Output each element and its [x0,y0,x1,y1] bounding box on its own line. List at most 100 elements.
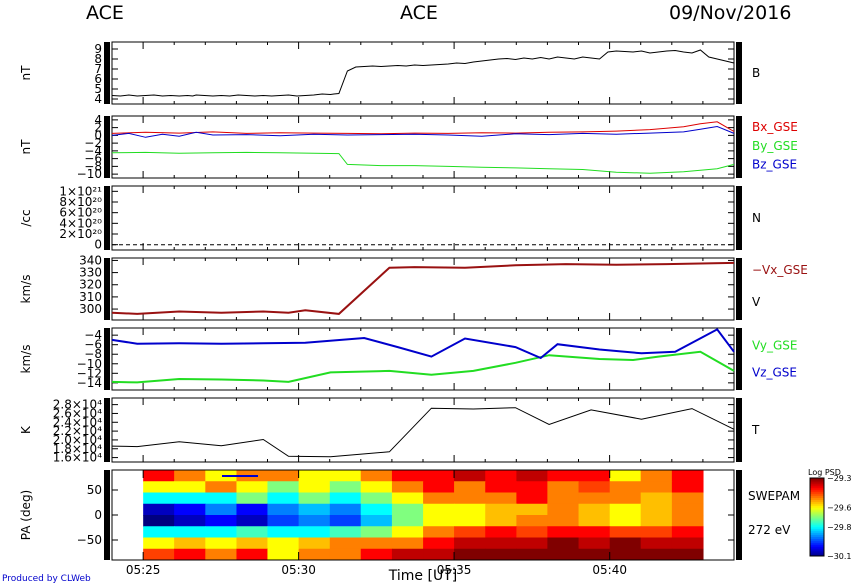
heatmap-cell [454,503,486,516]
y-tick-label: −10 [77,167,102,181]
heatmap-cell [454,548,486,561]
colorbar-swatch [810,478,824,481]
heatmap-cell [454,515,486,527]
heatmap-cell [640,481,673,493]
colorbar-swatch [810,550,824,553]
heatmap-cell [236,481,268,493]
heatmap-cell [267,515,300,527]
heatmap-cell [329,537,362,550]
heatmap-cell [609,503,642,516]
heatmap-cell [671,470,704,482]
heatmap-cell [329,481,362,493]
heatmap-cell [485,481,517,493]
panel-left-bar [104,186,110,250]
colorbar-swatch [810,522,824,526]
heatmap-cell [329,492,362,505]
colorbar-swatch [810,483,824,487]
panel-frame [111,185,735,251]
heatmap-cell [360,470,393,482]
heatmap-cell [609,537,642,550]
heatmap-cell [174,470,206,482]
heatmap-cell [174,492,206,505]
y-axis-label: PA (deg) [19,490,33,540]
heatmap-cell [609,526,642,538]
panel-left-bar [104,398,110,462]
heatmap-cell [174,481,206,493]
y-axis-label: /cc [19,209,33,226]
colorbar-swatch [810,507,824,510]
heatmap-cell [143,470,175,482]
heatmap-cell [423,515,455,527]
heatmap-cell [298,548,331,561]
heatmap-cell [391,492,424,505]
colorbar-tick-label: −29.3 [827,474,852,483]
heatmap-cell [143,503,175,516]
colorbar-swatch [810,489,824,493]
panel-7: 50 0 −50 PA (deg) 05:25 05:30 05:35 05:40 Time [… [19,468,852,584]
colorbar-swatch [810,485,824,489]
series-label: Vy_GSE [752,339,798,353]
colorbar-frame [809,477,825,557]
heatmap-cell [423,526,455,538]
heatmap-cell [360,492,393,505]
colorbar-swatch [810,528,824,532]
y-tick-label: 320 [79,278,102,292]
heatmap-cell [671,548,704,561]
colorbar-swatch [810,509,824,512]
panel-right-bar [736,42,742,104]
x-tick-label: 05:25 [126,563,161,577]
heatmap-cell [298,481,331,493]
series-label: Bx_GSE [752,120,798,134]
colorbar-swatch [810,515,824,518]
header-date: 09/Nov/2016 [669,2,792,24]
heatmap-cell [547,526,580,538]
heatmap-cell [578,492,611,505]
heatmap-cell [671,515,704,527]
colorbar-swatch [810,552,824,555]
heatmap-cell [174,526,206,538]
heatmap-cell [143,526,175,538]
heatmap-cell [143,537,175,550]
y-tick-label: 6×10²⁰ [59,206,102,220]
y-tick-label: 1.8×10⁴ [53,442,102,456]
heatmap-cell [609,548,642,561]
series-label: T [751,423,760,437]
y-tick-label: 0 [94,508,102,522]
heatmap-cell [485,470,517,482]
y-tick-label: −8 [84,159,102,173]
colorbar-swatch [810,501,824,504]
y-tick-label: 2.6×10⁴ [53,406,102,420]
heatmap-cell [360,481,393,493]
colorbar-swatch [810,518,824,522]
y-tick-label: 8 [94,52,102,66]
heatmap-cell [578,481,611,493]
y-tick-label: 4 [94,113,102,127]
colorbar-swatch [810,487,824,491]
heatmap-cell [298,492,331,505]
heatmap-cell [516,481,548,493]
series-line-−Vx_GSE [111,261,735,315]
colorbar-swatch [810,546,824,549]
heatmap-cell [609,470,642,482]
heatmap-cell [640,492,673,505]
y-tick-label: 2 [94,121,102,135]
series-line-Vy_GSE [111,350,735,384]
heatmap-cell [174,515,206,527]
y-tick-label: 8×10²⁰ [59,195,102,209]
heatmap-cell [547,481,580,493]
heatmap-cell [267,548,300,561]
panel-left-bar [104,470,110,560]
colorbar-swatch [810,479,824,483]
heatmap-cell [267,492,300,505]
heatmap-cell [640,515,673,527]
heatmap-cell [671,537,704,550]
panel-frame [111,469,735,561]
heatmap-cell [205,503,237,516]
heatmap-cell [423,470,455,482]
heatmap-cell [516,537,548,550]
panel-2: 420−2−4−6−8−10 nT Bx_GSE By_GSE Bz_GSE [19,113,798,181]
heatmap-cell [329,515,362,527]
heatmap-cell [143,492,175,505]
